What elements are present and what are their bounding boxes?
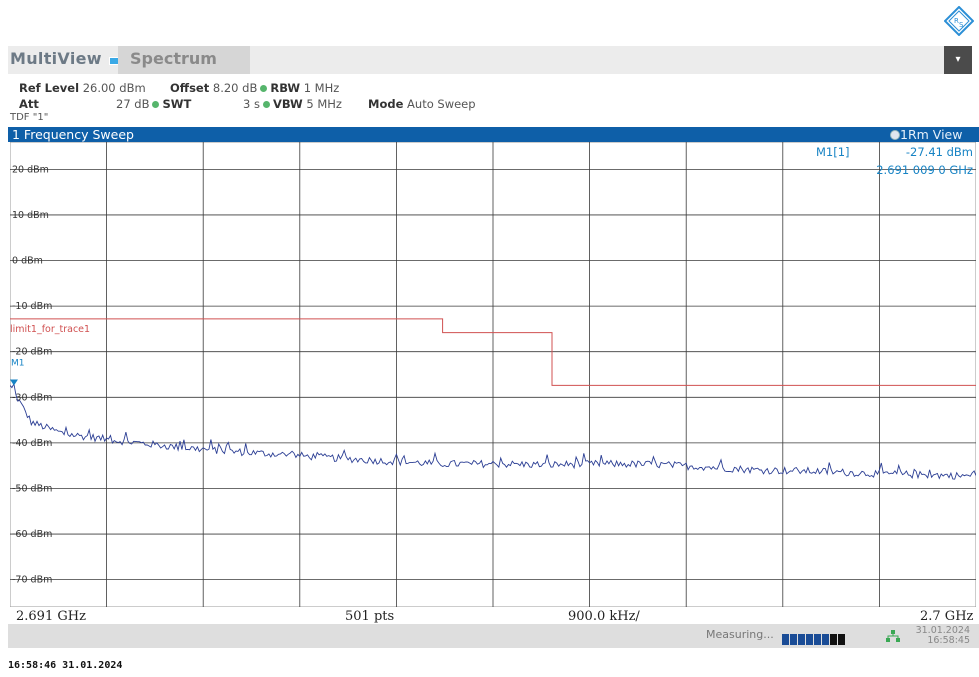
progress-seg xyxy=(822,634,829,645)
progress-seg xyxy=(798,634,805,645)
att-label: Att xyxy=(19,97,39,111)
progress-seg xyxy=(814,634,821,645)
footer-date: 31.01.2024 xyxy=(915,625,970,636)
swt-vbw-group: 3 s VBW 5 MHz xyxy=(243,97,342,111)
y-tick-label: -10 dBm xyxy=(12,301,52,312)
y-tick-label: -20 dBm xyxy=(12,347,52,358)
plot-grid xyxy=(10,142,976,607)
stop-frequency[interactable]: 2.7 GHz xyxy=(920,609,974,624)
offset-value[interactable]: 8.20 dB xyxy=(212,81,258,95)
rbw-coupled-icon xyxy=(260,84,268,92)
y-tick-label: 20 dBm xyxy=(12,164,49,175)
offset-label: Offset xyxy=(170,81,210,95)
view-mode-label: 1Rm View xyxy=(900,127,963,142)
y-tick-label: 10 dBm xyxy=(12,210,49,221)
att-value[interactable]: 27 dB xyxy=(116,97,150,111)
span-per-division[interactable]: 900.0 kHz/ xyxy=(568,609,640,624)
ref-level-value[interactable]: 26.00 dBm xyxy=(82,81,146,95)
marker-readout-freq: 2.691 009 0 GHz xyxy=(876,163,973,177)
screenshot-timestamp: 16:58:46 31.01.2024 xyxy=(8,660,123,671)
tdf-label: TDF "1" xyxy=(10,112,49,123)
y-tick-label: -40 dBm xyxy=(12,438,52,449)
y-axis-labels: 20 dBm 10 dBm 0 dBm -10 dBm -20 dBm -30 dBm -4… xyxy=(12,164,52,585)
measuring-status: Measuring... xyxy=(706,628,774,641)
brand-logo-icon: R S xyxy=(944,6,974,36)
limit-line xyxy=(10,318,976,386)
window-title-bar[interactable] xyxy=(8,127,979,142)
marker-m1-icon xyxy=(10,379,18,386)
marker-m1[interactable]: M1 xyxy=(10,358,25,386)
y-tick-label: 0 dBm xyxy=(12,256,43,267)
swt-label: SWT xyxy=(162,97,192,111)
offset-group: Offset 8.20 dB RBW 1 MHz xyxy=(170,81,339,95)
measuring-progress xyxy=(782,630,846,649)
tab-spectrum[interactable] xyxy=(118,46,250,74)
sweep-points[interactable]: 501 pts xyxy=(345,609,395,624)
marker-readout-name: M1[1] xyxy=(816,145,850,159)
footer-datetime: 31.01.2024 16:58:45 xyxy=(902,626,970,646)
window-title: 1 Frequency Sweep xyxy=(12,127,134,142)
y-tick-label: -70 dBm xyxy=(12,575,52,586)
spectrum-plot[interactable]: 20 dBm 10 dBm 0 dBm -10 dBm -20 dBm -30 dBm -4… xyxy=(10,142,976,607)
marker-readout-level: -27.41 dBm xyxy=(906,145,973,159)
progress-seg xyxy=(790,634,797,645)
svg-text:S: S xyxy=(959,21,964,29)
y-tick-label: -50 dBm xyxy=(12,483,52,494)
tab-multiview[interactable]: MultiView xyxy=(10,49,102,68)
progress-seg xyxy=(806,634,813,645)
progress-seg xyxy=(838,634,845,645)
att-group: Att xyxy=(19,97,39,111)
view-mode-icon xyxy=(890,130,900,140)
progress-seg xyxy=(782,634,789,645)
limit-polyline xyxy=(10,318,976,386)
y-tick-label: -60 dBm xyxy=(12,529,52,540)
start-frequency[interactable]: 2.691 GHz xyxy=(16,609,86,624)
progress-seg xyxy=(830,634,837,645)
swt-coupled-icon xyxy=(152,100,160,108)
tab-menu-button[interactable]: ▾ xyxy=(944,46,972,74)
trace-polyline xyxy=(10,382,976,480)
marker-m1-label: M1 xyxy=(11,358,25,368)
swt-value[interactable]: 3 s xyxy=(243,97,260,111)
rbw-value[interactable]: 1 MHz xyxy=(303,81,340,95)
footer-time: 16:58:45 xyxy=(927,635,970,646)
tab-spectrum-label: Spectrum xyxy=(130,49,217,68)
mode-value[interactable]: Auto Sweep xyxy=(407,97,476,111)
rbw-label: RBW xyxy=(270,81,301,95)
network-icon xyxy=(886,630,900,642)
y-tick-label: -30 dBm xyxy=(12,392,52,403)
mode-group: Mode Auto Sweep xyxy=(368,97,476,111)
mode-label: Mode xyxy=(368,97,404,111)
att-value-group: 27 dB SWT xyxy=(116,97,191,111)
limit-line-label: limit1_for_trace1 xyxy=(10,324,90,335)
trace-1 xyxy=(10,382,976,480)
chevron-down-icon: ▾ xyxy=(955,54,961,65)
vbw-coupled-icon xyxy=(262,100,270,108)
vbw-value[interactable]: 5 MHz xyxy=(306,97,342,111)
settings-row-1: Ref Level 26.00 dBm xyxy=(19,81,146,95)
ref-level-label: Ref Level xyxy=(19,81,80,95)
svg-text:R: R xyxy=(954,17,959,25)
vbw-label: VBW xyxy=(272,97,303,111)
